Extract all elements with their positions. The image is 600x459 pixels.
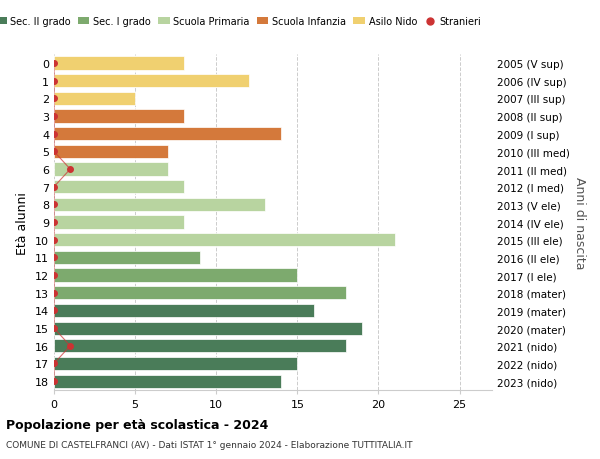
Bar [54, 128, 281, 141]
Bar [54, 340, 346, 353]
Bar [54, 286, 346, 300]
Y-axis label: Anni di nascita: Anni di nascita [574, 176, 586, 269]
Bar [54, 75, 248, 88]
Bar [54, 146, 167, 159]
Bar [54, 269, 298, 282]
Bar [54, 57, 184, 71]
Bar [54, 181, 184, 194]
Bar [54, 322, 362, 335]
Bar [54, 234, 395, 247]
Bar [54, 375, 281, 388]
Bar [54, 304, 314, 318]
Bar [54, 251, 200, 264]
Y-axis label: Età alunni: Età alunni [16, 191, 29, 254]
Bar [54, 357, 298, 370]
Text: COMUNE DI CASTELFRANCI (AV) - Dati ISTAT 1° gennaio 2024 - Elaborazione TUTTITAL: COMUNE DI CASTELFRANCI (AV) - Dati ISTAT… [6, 440, 413, 449]
Text: Popolazione per età scolastica - 2024: Popolazione per età scolastica - 2024 [6, 418, 268, 431]
Bar [54, 110, 184, 123]
Bar [54, 163, 167, 176]
Bar [54, 198, 265, 212]
Legend: Sec. II grado, Sec. I grado, Scuola Primaria, Scuola Infanzia, Asilo Nido, Stran: Sec. II grado, Sec. I grado, Scuola Prim… [0, 13, 485, 31]
Bar [54, 216, 184, 229]
Bar [54, 93, 135, 106]
